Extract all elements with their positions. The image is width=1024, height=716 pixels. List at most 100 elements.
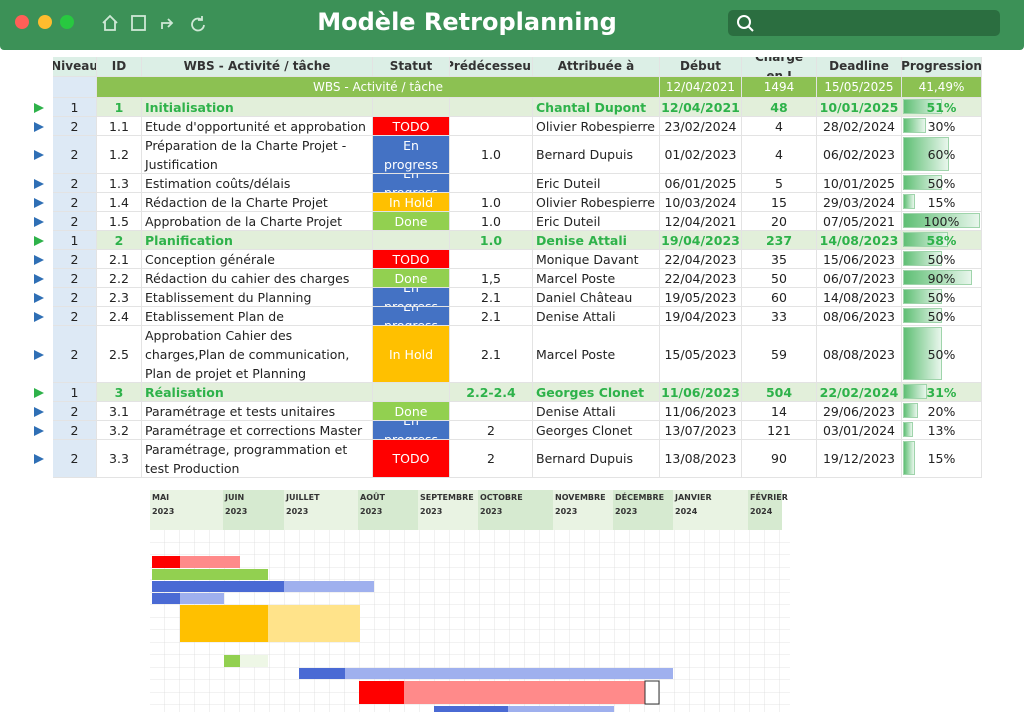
deadline-cell: 08/06/2023 [817,307,902,326]
row-arrow[interactable] [33,216,45,228]
deadline-cell: 28/02/2024 [817,117,902,136]
summary-charge: 1494 [742,77,817,98]
column-header: Charge en J [742,57,817,77]
start-cell: 13/08/2023 [660,440,742,478]
row-arrow[interactable] [33,406,45,418]
row-arrow[interactable] [33,197,45,209]
progress-cell: 50% [902,326,982,383]
assignee-cell: Olivier Robespierre [533,117,660,136]
progress-text: 90% [927,270,956,286]
progress-cell: 90% [902,269,982,288]
progress-bar [903,99,943,114]
charge-cell: 14 [742,402,817,421]
progress-text: 51% [926,99,957,115]
toolbar-icons[interactable] [100,12,210,34]
deadline-cell: 14/08/2023 [817,231,902,250]
assignee-cell: Denise Attali [533,231,660,250]
row-arrow[interactable] [33,292,45,304]
row-arrow[interactable] [33,121,45,133]
row-arrow[interactable] [33,349,45,361]
row-arrow[interactable] [33,273,45,285]
charge-cell: 60 [742,288,817,307]
progress-bar [903,441,915,475]
maximize-button[interactable] [60,15,74,29]
month-label: JUIN [224,493,244,502]
progress-text: 60% [927,147,956,162]
search-box[interactable] [728,10,1000,36]
task-cell: Préparation de la Charte Projet - Justif… [142,136,373,174]
progress-text: 100% [923,213,960,229]
row-arrow[interactable] [33,311,45,323]
deadline-cell: 08/08/2023 [817,326,902,383]
assignee-cell: Monique Davant [533,250,660,269]
progress-bar [903,327,942,380]
id-cell: 1.3 [97,174,142,193]
row-arrow[interactable] [33,102,45,114]
row-arrow[interactable] [33,149,45,161]
progress-bar [903,213,980,228]
row-arrow[interactable] [33,453,45,465]
deadline-cell: 06/07/2023 [817,269,902,288]
task-cell: Approbation de la Charte Projet [142,212,373,231]
assignee-cell: Marcel Poste [533,269,660,288]
level-cell: 2 [53,250,97,269]
month-label: MAI [152,493,169,502]
charge-cell: 90 [742,440,817,478]
year-label: 2023 [225,507,247,516]
status-cell: TODO [373,250,450,269]
gantt-chart: MAI 2023 JUIN 2023 JUILLET 2023 AOÛT 2023 SEPTEM… [150,490,790,712]
start-cell: 01/02/2023 [660,136,742,174]
row-arrow[interactable] [33,254,45,266]
status-cell: En progress [373,421,450,440]
close-button[interactable] [15,15,29,29]
month-label: DÉCEMBRE [615,491,664,502]
status-cell [373,98,450,117]
task-cell: Paramétrage et tests unitaires [142,402,373,421]
id-cell: 1.5 [97,212,142,231]
level-cell: 2 [53,117,97,136]
summary-label: WBS - Activité / tâche [97,77,660,98]
deadline-cell: 03/01/2024 [817,421,902,440]
year-label: 2023 [360,507,382,516]
gantt: MAI 2023 JUIN 2023 JUILLET 2023 AOÛT 2023 SEPTEM… [150,490,790,716]
assignee-cell: Marcel Poste [533,326,660,383]
minimize-button[interactable] [38,15,52,29]
row-arrow[interactable] [33,425,45,437]
assignee-cell: Georges Clonet [533,421,660,440]
id-cell: 2.1 [97,250,142,269]
charge-cell: 15 [742,193,817,212]
month-header [613,490,673,530]
level-cell: 1 [53,383,97,402]
deadline-cell: 14/08/2023 [817,288,902,307]
task-cell: Etude d'opportunité et approbation [142,117,373,136]
progress-bar [903,118,927,133]
month-header [284,490,358,530]
progress-bar [903,194,915,209]
row-arrow[interactable] [33,178,45,190]
year-label: 2024 [750,507,773,516]
status-cell [373,383,450,402]
status-cell: Done [373,402,450,421]
start-cell: 12/04/2021 [660,212,742,231]
row-arrow[interactable] [33,235,45,247]
predecessor-cell: 2.1 [450,307,533,326]
charge-cell: 50 [742,269,817,288]
level-cell: 2 [53,440,97,478]
start-cell: 06/01/2025 [660,174,742,193]
deadline-cell: 06/02/2023 [817,136,902,174]
progress-bar [903,175,942,190]
level-cell: 2 [53,136,97,174]
predecessor-cell: 2 [450,440,533,478]
assignee-cell: Denise Attali [533,307,660,326]
level-cell: 2 [53,421,97,440]
level-cell: 2 [53,212,97,231]
start-cell: 22/04/2023 [660,250,742,269]
status-cell: TODO [373,117,450,136]
month-header [478,490,553,530]
task-cell: Paramétrage, programmation et test Produ… [142,440,373,478]
row-arrow[interactable] [33,387,45,399]
charge-cell: 237 [742,231,817,250]
column-header: Progression [902,57,982,77]
year-label: 2023 [152,507,174,516]
start-cell: 10/03/2024 [660,193,742,212]
